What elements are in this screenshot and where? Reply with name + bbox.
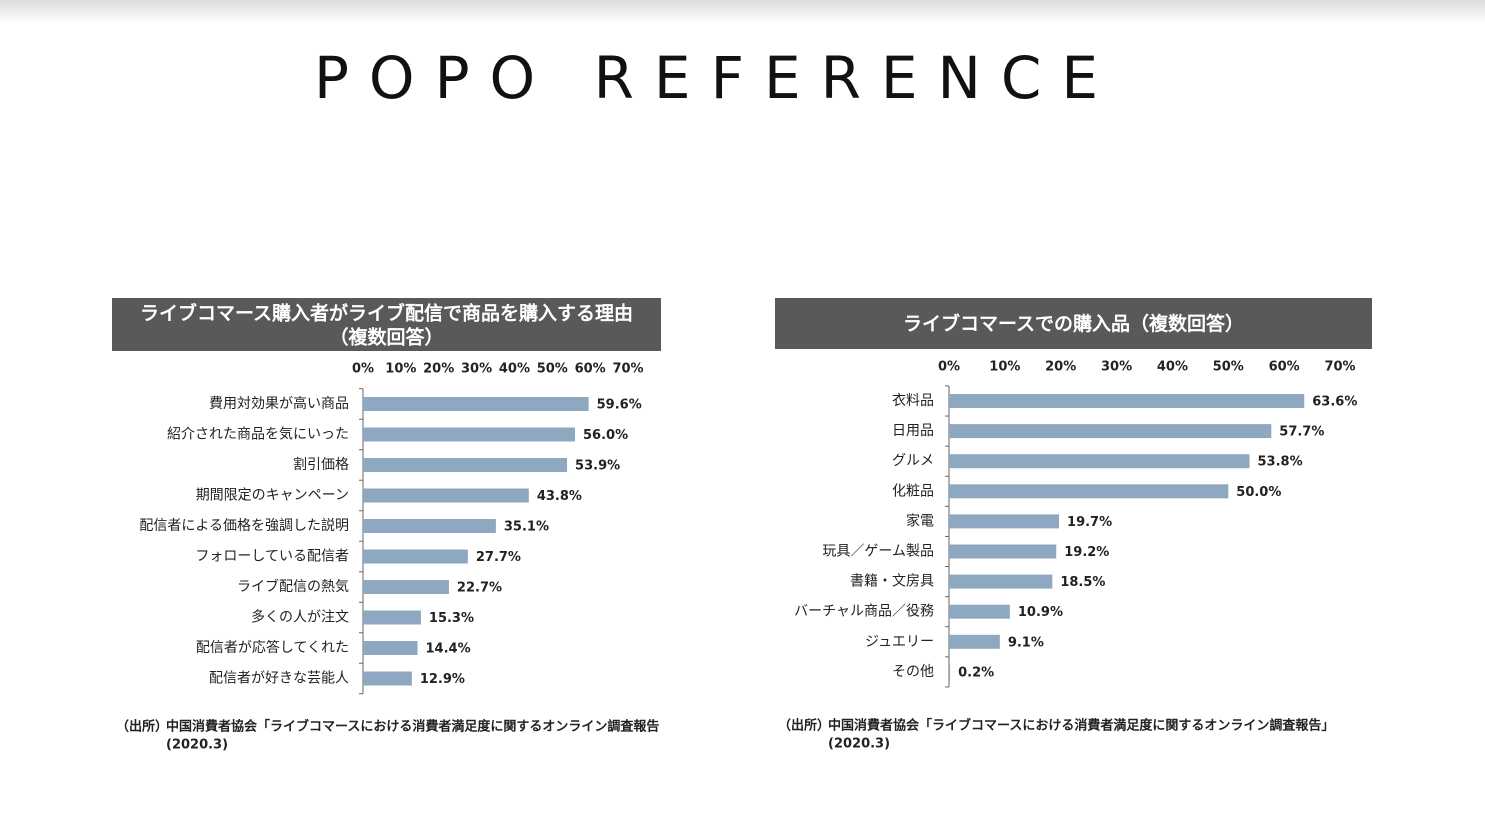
value-label: 12.9%	[420, 672, 465, 687]
category-label: 家電	[906, 512, 934, 529]
value-label: 43.8%	[537, 489, 582, 504]
chart-title: ライブコマース購入者がライブ配信で商品を購入する理由	[140, 302, 633, 325]
category-label: 期間限定のキャンペーン	[196, 488, 349, 504]
value-label: 53.8%	[1258, 455, 1303, 470]
bar	[363, 549, 468, 564]
source-label: （出所）	[116, 719, 168, 735]
category-label: 多くの人が注文	[251, 609, 349, 626]
page-title: POPO REFERENCE	[314, 44, 1118, 112]
value-label: 19.7%	[1067, 515, 1112, 530]
category-label: 割引価格	[293, 456, 349, 473]
bar	[363, 397, 589, 411]
category-label: 配信者が好きな芸能人	[209, 671, 349, 687]
x-tick-label: 0%	[938, 360, 960, 375]
category-label: フォローしている配信者	[195, 549, 349, 565]
chart-title-box	[775, 298, 1372, 349]
x-tick-label: 60%	[575, 362, 606, 377]
chart-subtitle: （複数回答）	[329, 326, 443, 349]
bar	[949, 424, 1272, 439]
x-tick-label: 70%	[1324, 360, 1355, 375]
value-label: 63.6%	[1312, 395, 1357, 410]
bar	[363, 671, 412, 686]
category-label: グルメ	[892, 453, 934, 469]
x-tick-label: 10%	[989, 360, 1020, 375]
bar	[363, 427, 575, 442]
value-label: 57.7%	[1279, 425, 1324, 440]
bar	[363, 641, 418, 655]
category-label: ジュエリー	[865, 634, 934, 650]
value-label: 19.2%	[1064, 545, 1109, 560]
bar	[949, 634, 1000, 649]
value-label: 0.2%	[958, 665, 994, 680]
bar	[363, 610, 421, 625]
value-label: 10.9%	[1018, 605, 1063, 620]
x-tick-label: 10%	[385, 362, 416, 377]
source-text: 中国消費者協会「ライブコマースにおける消費者満足度に関するオンライン調査報告	[166, 719, 659, 735]
category-label: 日用品	[892, 423, 934, 439]
bar	[363, 580, 449, 594]
category-label: その他	[892, 664, 934, 680]
chart-title-box	[112, 298, 661, 351]
bar	[949, 664, 951, 679]
value-label: 56.0%	[583, 428, 628, 443]
bar	[949, 574, 1053, 589]
source-text: 中国消費者協会「ライブコマースにおける消費者満足度に関するオンライン調査報告」	[828, 718, 1334, 734]
source-date: (2020.3)	[166, 738, 228, 753]
bar	[363, 458, 568, 472]
bar	[363, 519, 496, 533]
category-label: 化粧品	[892, 483, 934, 499]
value-label: 14.4%	[426, 642, 471, 657]
value-label: 27.7%	[476, 550, 521, 565]
category-label: 書籍・文房具	[850, 573, 934, 590]
category-label: 配信者による価格を強調した説明	[139, 518, 349, 534]
x-tick-label: 60%	[1269, 360, 1300, 375]
bar	[363, 488, 529, 503]
x-tick-label: 40%	[1157, 360, 1188, 375]
x-tick-label: 20%	[423, 362, 454, 377]
category-label: 衣料品	[892, 393, 934, 409]
value-label: 15.3%	[429, 611, 474, 626]
x-tick-label: 20%	[1045, 360, 1076, 375]
x-tick-label: 30%	[461, 362, 492, 377]
value-label: 35.1%	[504, 520, 549, 535]
bar	[949, 394, 1305, 408]
value-label: 18.5%	[1060, 575, 1105, 590]
bar	[949, 484, 1229, 499]
value-label: 9.1%	[1008, 635, 1044, 650]
bar	[949, 454, 1250, 469]
value-label: 53.9%	[575, 459, 620, 474]
value-label: 50.0%	[1236, 485, 1281, 500]
x-tick-label: 70%	[612, 362, 643, 377]
x-tick-label: 50%	[1213, 360, 1244, 375]
bar	[949, 514, 1060, 529]
category-label: 玩具／ゲーム製品	[822, 544, 934, 560]
value-label: 59.6%	[597, 398, 642, 413]
category-label: 費用対効果が高い商品	[209, 395, 349, 412]
x-tick-label: 30%	[1101, 360, 1132, 375]
x-tick-label: 50%	[537, 362, 568, 377]
top-bar	[0, 0, 1485, 24]
x-tick-label: 40%	[499, 362, 530, 377]
chart-title: ライブコマースでの購入品（複数回答）	[903, 312, 1244, 335]
category-label: 配信者が応答してくれた	[196, 639, 349, 656]
value-label: 22.7%	[457, 581, 502, 596]
category-label: バーチャル商品／役務	[794, 604, 934, 620]
x-tick-label: 0%	[352, 362, 374, 377]
source-date: (2020.3)	[828, 737, 890, 752]
category-label: 紹介された商品を気にいった	[167, 427, 349, 443]
source-label: （出所）	[778, 718, 830, 734]
bar	[949, 544, 1057, 559]
category-label: ライブ配信の熱気	[237, 578, 349, 595]
bar	[949, 604, 1010, 619]
